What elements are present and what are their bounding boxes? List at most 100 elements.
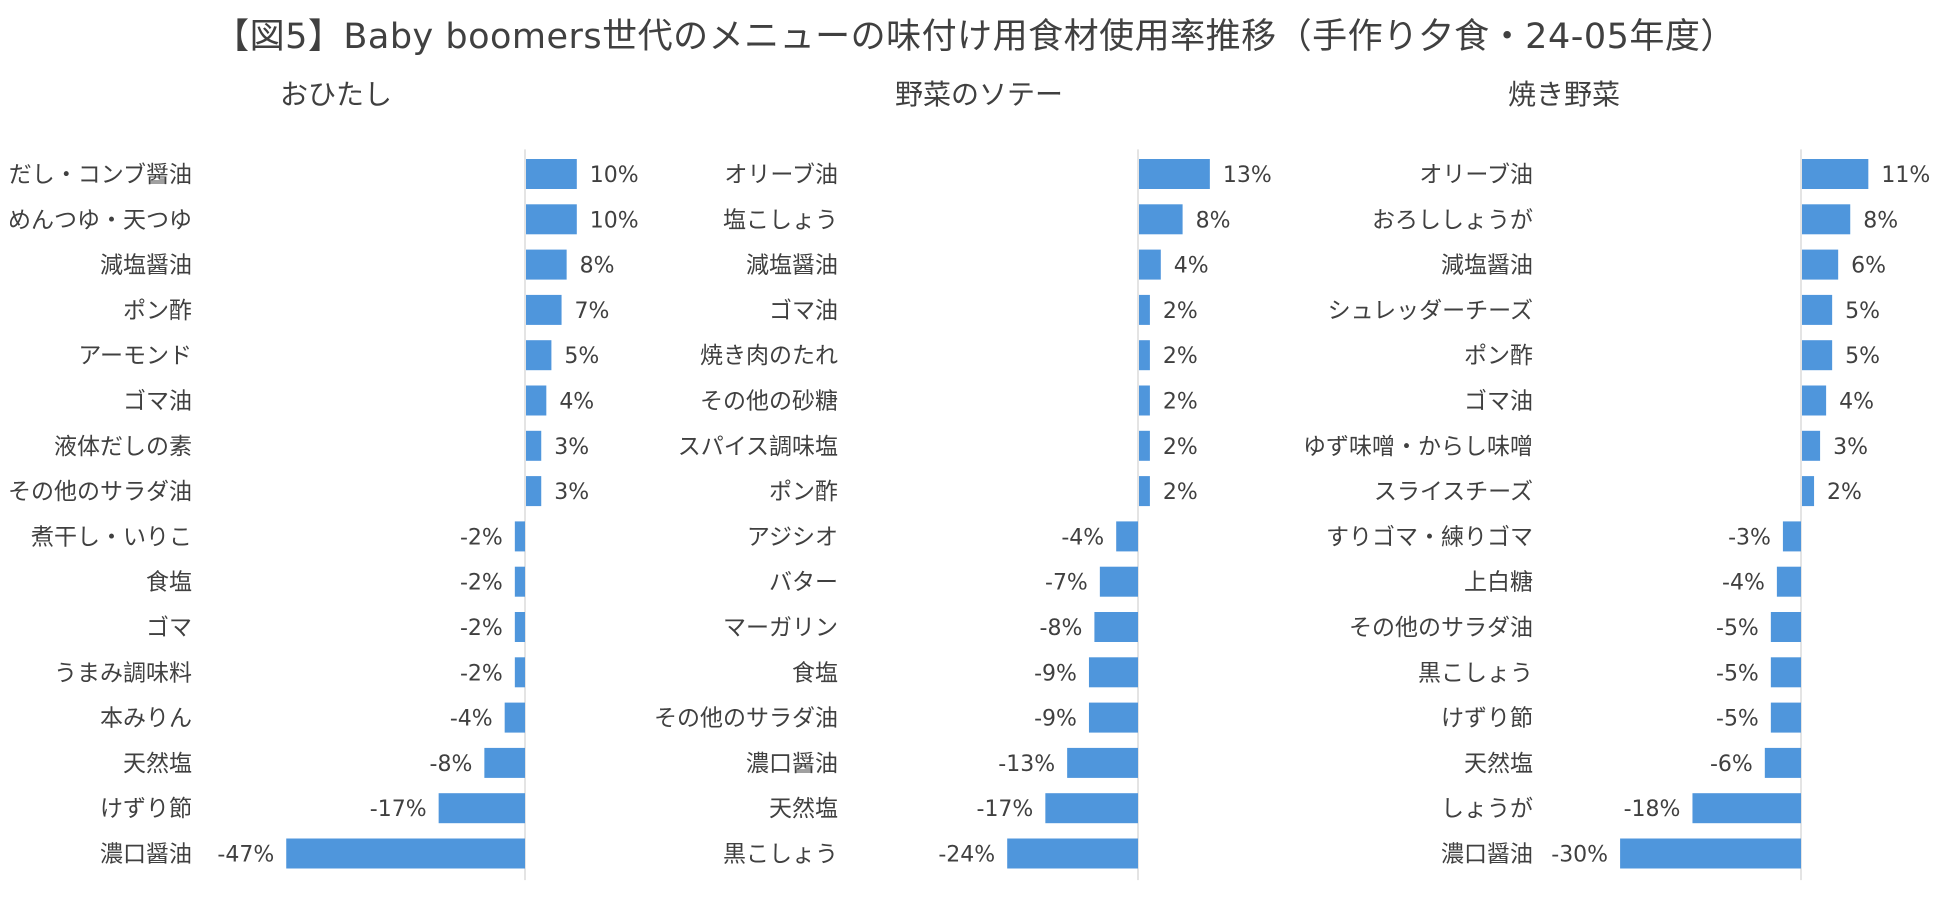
- bar: [1139, 385, 1150, 416]
- data-label: 10%: [590, 208, 639, 233]
- data-label: 2%: [1163, 390, 1198, 415]
- category-label: めんつゆ・天つゆ: [8, 207, 192, 233]
- bar: [1764, 747, 1801, 778]
- data-label: 3%: [554, 480, 589, 505]
- data-label: 2%: [1163, 344, 1198, 369]
- category-label: けずり節: [100, 796, 192, 822]
- category-label: すりゴマ・練りゴマ: [1326, 524, 1533, 550]
- bar: [1770, 702, 1801, 733]
- data-label: -9%: [1034, 707, 1077, 732]
- panel-title: 野菜のソテー: [895, 78, 1063, 111]
- category-label: ゆず味噌・からし味噌: [1303, 434, 1533, 460]
- bar: [526, 385, 547, 416]
- category-label: おろししょうが: [1372, 207, 1533, 233]
- data-label: 2%: [1163, 435, 1198, 460]
- bar: [1802, 294, 1833, 325]
- bar: [1139, 204, 1183, 235]
- bar: [1139, 476, 1150, 507]
- bar: [1770, 657, 1801, 688]
- category-label: オリーブ油: [724, 162, 838, 188]
- bar: [286, 838, 525, 869]
- data-label: -2%: [460, 616, 503, 641]
- data-label: -5%: [1716, 616, 1759, 641]
- data-label: -47%: [217, 843, 274, 868]
- bar: [1802, 385, 1827, 416]
- category-label: その他の砂糖: [700, 389, 838, 415]
- data-label: -8%: [430, 752, 473, 777]
- bar: [526, 430, 542, 461]
- bar: [1802, 340, 1833, 371]
- category-label: 濃口醤油: [746, 751, 838, 777]
- category-label: 減塩醤油: [100, 253, 192, 279]
- category-label: アジシオ: [747, 524, 838, 550]
- data-label: -24%: [938, 843, 995, 868]
- bar: [1088, 702, 1138, 733]
- chart-title: 【図5】Baby boomers世代のメニューの味付け用食材使用率推移（手作り夕…: [214, 17, 1736, 57]
- bar: [514, 566, 525, 597]
- data-label: 6%: [1851, 254, 1886, 279]
- category-label: ゴマ油: [1464, 389, 1533, 415]
- bar: [1776, 566, 1801, 597]
- data-label: -2%: [460, 525, 503, 550]
- bar: [1045, 793, 1138, 824]
- category-label: 煮干し・いりこ: [31, 524, 192, 550]
- data-label: -13%: [998, 752, 1055, 777]
- data-label: 5%: [564, 344, 599, 369]
- category-label: アーモンド: [78, 343, 192, 369]
- bar: [1692, 793, 1801, 824]
- category-label: 上白糖: [1464, 570, 1533, 596]
- data-label: -2%: [460, 661, 503, 686]
- bar: [438, 793, 525, 824]
- bar: [1782, 521, 1801, 552]
- category-label: 濃口醤油: [1441, 842, 1533, 868]
- category-label: 減塩醤油: [1441, 253, 1533, 279]
- data-label: 8%: [580, 254, 615, 279]
- data-label: -4%: [1061, 525, 1104, 550]
- data-label: -7%: [1045, 571, 1088, 596]
- bar: [1802, 204, 1851, 235]
- bar: [526, 249, 567, 280]
- panel-title: おひたし: [280, 78, 392, 111]
- category-label: バター: [769, 570, 838, 596]
- bar: [1139, 294, 1150, 325]
- category-label: 濃口醤油: [100, 842, 192, 868]
- data-label: -18%: [1624, 797, 1681, 822]
- category-label: うまみ調味料: [54, 660, 192, 686]
- category-label: スライスチーズ: [1374, 479, 1533, 505]
- data-label: 7%: [575, 299, 610, 324]
- category-label: オリーブ油: [1419, 162, 1533, 188]
- data-label: 8%: [1196, 208, 1231, 233]
- category-label: 食塩: [146, 570, 192, 596]
- bar: [514, 657, 525, 688]
- category-label: だし・コンブ醤油: [9, 162, 192, 188]
- data-label: 3%: [1833, 435, 1868, 460]
- bar: [504, 702, 525, 733]
- bar: [526, 204, 577, 235]
- category-label: 天然塩: [1464, 751, 1533, 777]
- bar: [526, 476, 542, 507]
- bar: [1802, 159, 1869, 189]
- category-label: 液体だしの素: [54, 434, 192, 460]
- data-label: -17%: [370, 797, 427, 822]
- panel-title: 焼き野菜: [1508, 78, 1620, 111]
- bar: [1094, 612, 1138, 642]
- category-label: 天然塩: [769, 796, 838, 822]
- category-label: 焼き肉のたれ: [700, 343, 838, 369]
- category-label: ゴマ: [146, 615, 192, 641]
- bar: [1802, 249, 1839, 280]
- bar: [1139, 340, 1150, 371]
- bar: [1116, 521, 1138, 552]
- data-label: 3%: [554, 435, 589, 460]
- data-label: -4%: [1722, 571, 1765, 596]
- category-label: 減塩醤油: [746, 253, 838, 279]
- bar: [526, 159, 577, 189]
- data-label: -8%: [1040, 616, 1083, 641]
- category-label: 本みりん: [100, 706, 192, 732]
- data-label: 4%: [1839, 390, 1874, 415]
- category-label: 黒こしょう: [1418, 660, 1533, 686]
- bar: [1770, 612, 1801, 642]
- category-label: ポン酢: [123, 298, 192, 324]
- category-label: ゴマ油: [769, 298, 838, 324]
- data-label: 4%: [1174, 254, 1209, 279]
- bar: [1088, 657, 1138, 688]
